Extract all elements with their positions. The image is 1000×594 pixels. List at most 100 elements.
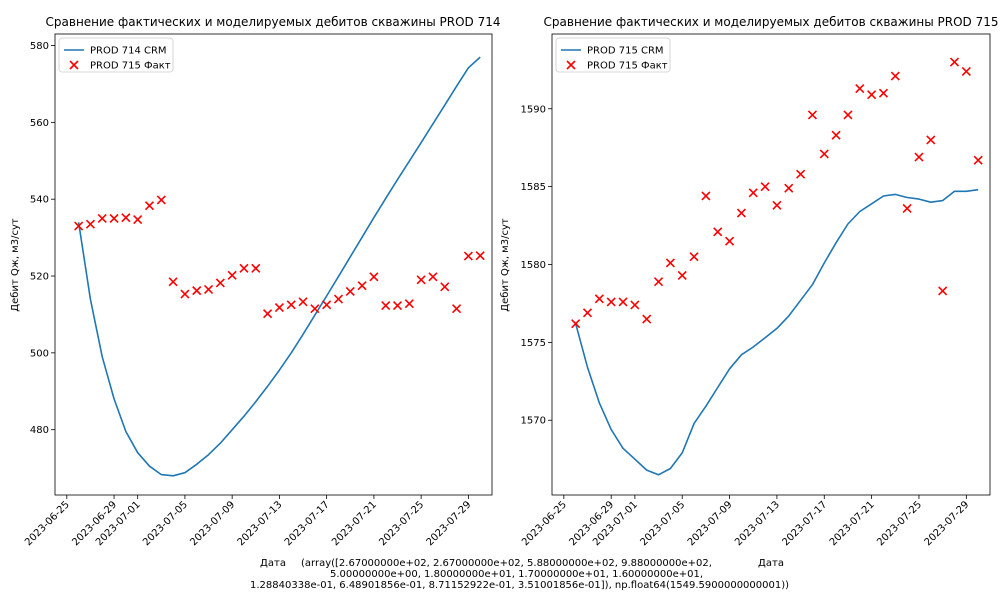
x-tick-label: 2023-07-09 (188, 499, 237, 548)
scatter-point (890, 71, 900, 81)
y-tick-label: 1585 (521, 182, 546, 193)
y-tick-label: 580 (30, 41, 49, 52)
y-tick-label: 1575 (521, 338, 546, 349)
scatter-point (760, 182, 770, 192)
scatter-point (973, 155, 983, 165)
scatter-point (286, 300, 296, 310)
scatter-point (701, 191, 711, 201)
chart-title-left: Сравнение фактических и моделируемых деб… (46, 15, 501, 29)
scatter-point (902, 203, 912, 213)
scatter-point (274, 302, 284, 313)
scatter-point (618, 297, 628, 307)
scatter-point (606, 297, 616, 307)
x-tick-label: 2023-07-25 (875, 499, 924, 548)
scatter-point (677, 270, 687, 280)
y-tick-label: 1570 (521, 416, 546, 427)
scatter-point (144, 201, 155, 211)
scatter-point (653, 277, 664, 287)
legend-box (58, 37, 174, 73)
scatter-point (251, 263, 261, 273)
scatter-point (665, 258, 675, 268)
x-tick-label: 2023-07-21 (330, 499, 379, 548)
scatter-point (381, 301, 391, 311)
scatter-point (263, 309, 273, 319)
x-tick-label: 2023-07-05 (141, 499, 190, 548)
scatter-point (843, 110, 853, 120)
scatter-point (133, 214, 143, 225)
x-tick-label: 2023-07-29 (425, 499, 474, 548)
scatter-point (322, 300, 332, 310)
scatter-point (298, 297, 308, 307)
scatter-point (440, 282, 450, 292)
scatter-point (713, 227, 723, 237)
scatter-point (571, 319, 581, 329)
x-axis-label-right: Дата (758, 558, 784, 569)
scatter-point (74, 221, 84, 231)
scatter-point (452, 304, 462, 314)
scatter-point (428, 272, 438, 282)
y-tick-label: 480 (30, 425, 49, 436)
scatter-point (333, 294, 344, 304)
scatter-point (796, 169, 806, 179)
scatter-point (926, 135, 936, 145)
scatter-point (784, 183, 794, 193)
scatter-point (961, 66, 971, 76)
scatter-point (949, 57, 960, 67)
axes-frame (551, 33, 991, 496)
x-tick-label: 2023-07-17 (283, 499, 332, 548)
scatter-point (85, 219, 95, 229)
scatter-point (180, 289, 190, 299)
scatter-point (630, 300, 640, 310)
y-axis-label-left: Дебит Qж, м3/сут (10, 218, 21, 312)
scatter-point (867, 90, 877, 100)
y-tick-label: 520 (30, 272, 49, 283)
scatter-point (310, 304, 320, 314)
scatter-point (392, 301, 403, 311)
x-tick-label: 2023-07-05 (638, 499, 687, 548)
legend-label: PROD 714 CRM (90, 46, 167, 57)
scatter-point (121, 213, 131, 223)
scatter-point (109, 213, 119, 223)
legend-label: PROD 715 Факт (90, 61, 171, 72)
scatter-point (938, 286, 948, 296)
x-tick-label: 2023-06-25 (23, 499, 72, 548)
scatter-point (203, 284, 214, 295)
series-line (77, 56, 481, 477)
x-tick-label: 2023-07-13 (236, 499, 285, 548)
footnote-line-1: (array([2.67000000e+02, 2.67000000e+02, … (301, 558, 712, 569)
scatter-point (736, 208, 746, 218)
footnote: (array([2.67000000e+02, 2.67000000e+02, … (250, 558, 789, 591)
footnote-line-2: 5.00000000e+00, 1.80000000e+01, 1.700000… (330, 569, 703, 580)
scatter-point (689, 252, 699, 262)
scatter-point (404, 299, 414, 309)
scatter-point (642, 314, 652, 324)
scatter-point (416, 275, 426, 285)
x-tick-label: 2023-07-25 (377, 499, 426, 548)
scatter-point (831, 130, 841, 140)
scatter-point (878, 88, 889, 98)
scatter-point (855, 83, 865, 94)
x-tick-label: 2023-07-21 (828, 499, 877, 548)
scatter-point (594, 294, 604, 304)
x-tick-label: 2023-06-25 (520, 499, 569, 548)
y-tick-label: 1590 (521, 104, 546, 115)
scatter-point (914, 152, 924, 162)
scatter-point (97, 213, 107, 223)
x-tick-label: 2023-07-17 (781, 499, 830, 548)
legend-box (555, 37, 671, 73)
scatter-point (192, 286, 202, 296)
plot-area-left: 4805005205405605802023-06-252023-06-2920… (23, 33, 493, 548)
legend-x-marker (566, 60, 576, 70)
footnote-line-3: 1.28840338e-01, 6.48901856e-01, 8.711529… (250, 580, 789, 591)
scatter-point (215, 278, 225, 288)
y-tick-label: 540 (30, 195, 49, 206)
scatter-point (475, 251, 485, 261)
x-axis-label-left: Дата (260, 558, 286, 569)
scatter-point (345, 286, 355, 296)
plot-area-right: 157015751580158515902023-06-252023-06-29… (520, 33, 991, 548)
scatter-point (725, 236, 735, 246)
y-tick-label: 560 (30, 118, 49, 129)
axes-frame (54, 33, 493, 496)
chart-panel-left: Сравнение фактических и моделируемых деб… (10, 15, 500, 569)
scatter-point (463, 251, 473, 261)
